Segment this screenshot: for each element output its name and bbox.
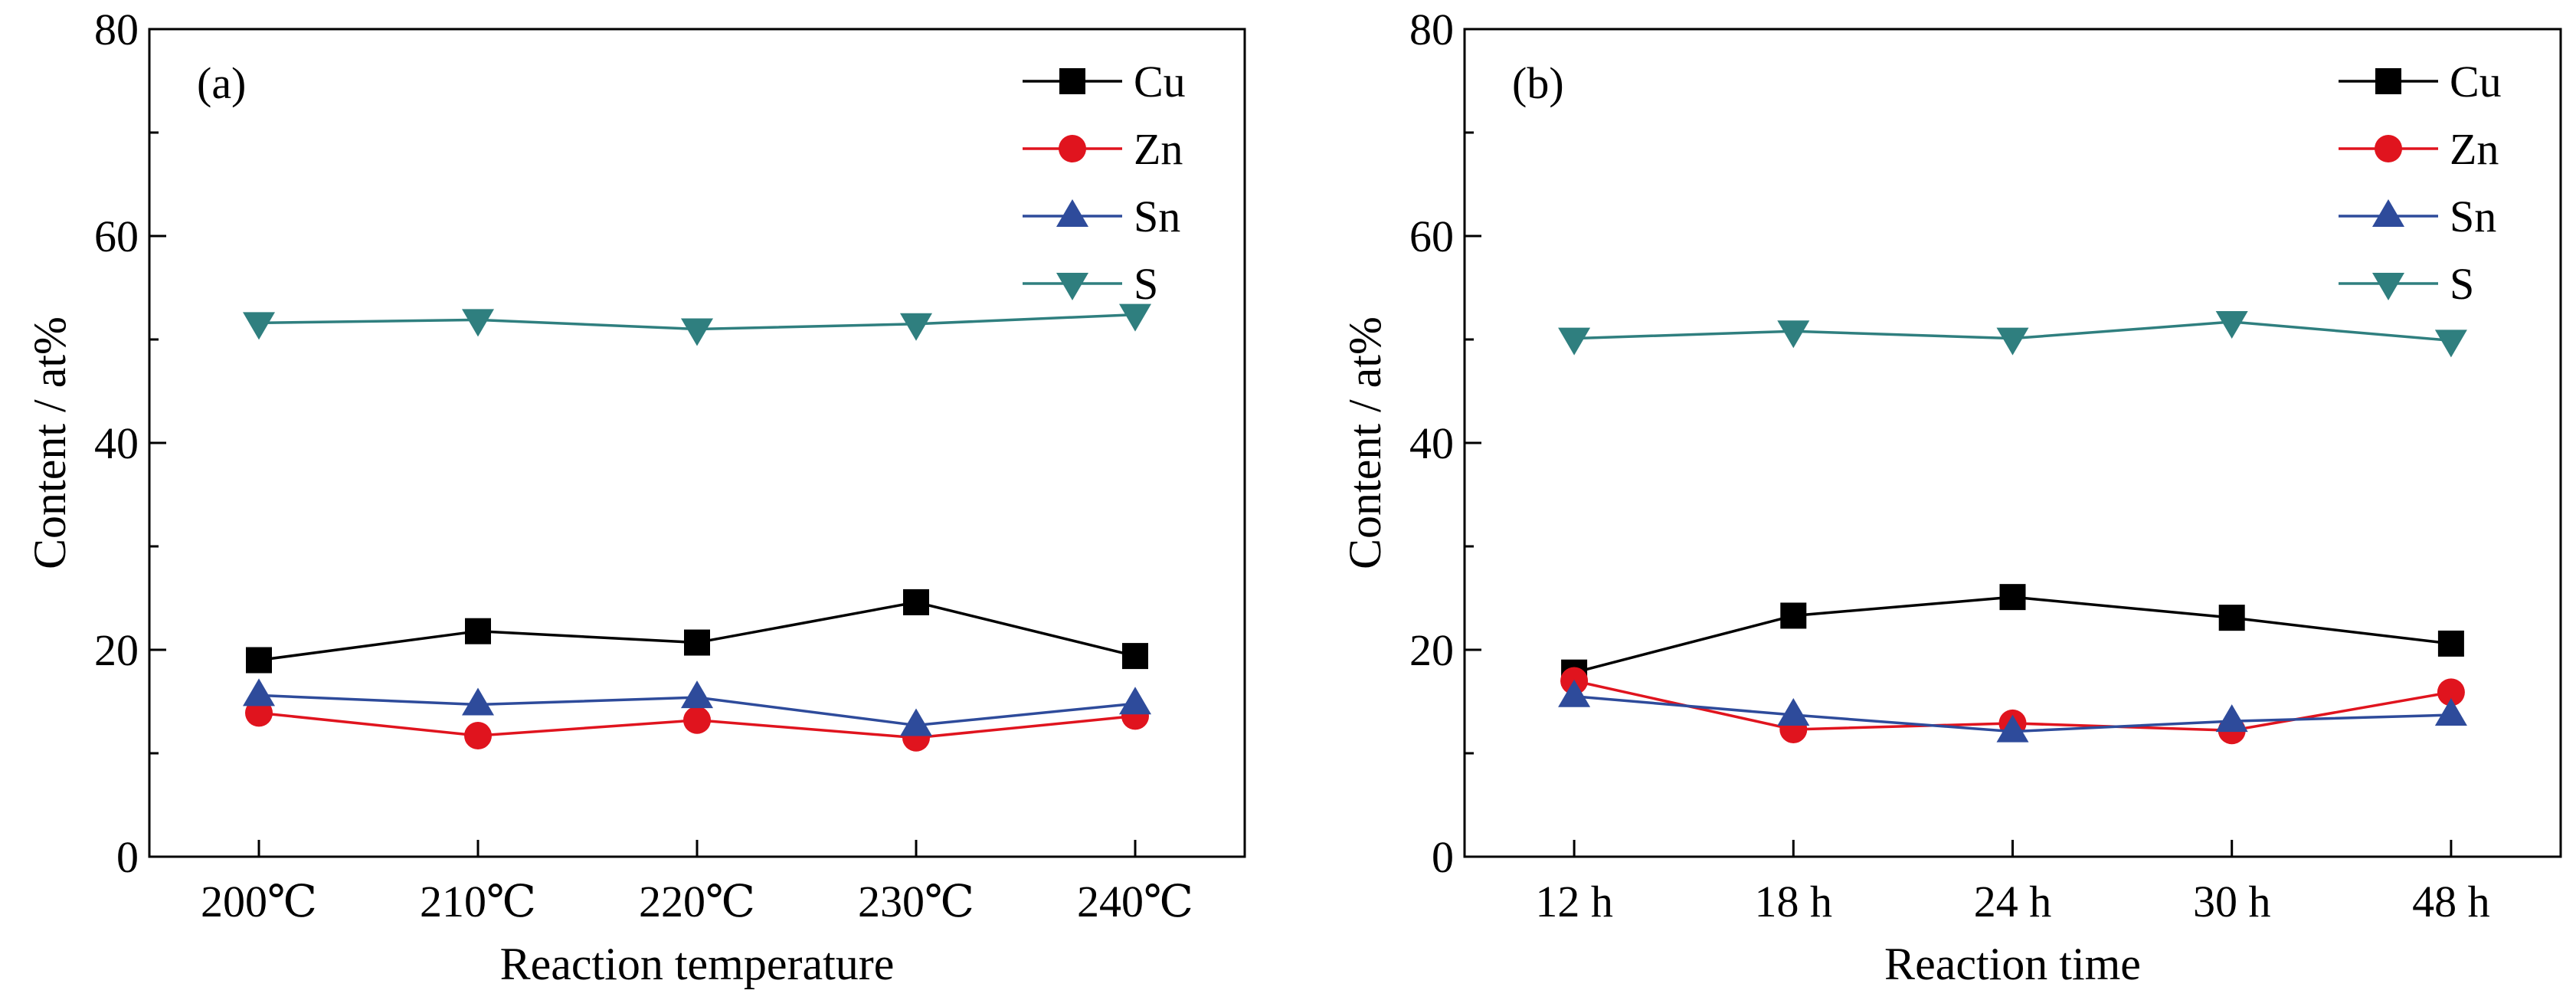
data-point-sn xyxy=(900,708,932,736)
data-point-cu xyxy=(246,647,272,674)
x-tick-label: 24 h xyxy=(1974,877,2052,926)
y-tick-label: 0 xyxy=(1432,832,1454,882)
y-axis-title: Content / at% xyxy=(25,316,75,569)
data-point-cu xyxy=(465,618,491,644)
legend-marker-zn xyxy=(1059,135,1086,162)
data-point-sn xyxy=(1996,714,2029,743)
x-axis-title: Reaction time xyxy=(1884,939,2141,989)
y-tick-label: 80 xyxy=(1409,5,1454,54)
data-point-sn xyxy=(1558,679,1591,707)
data-point-cu xyxy=(1122,643,1148,670)
x-tick-label: 210℃ xyxy=(420,877,536,926)
data-point-s xyxy=(1996,327,2029,356)
y-tick-label: 20 xyxy=(1409,625,1454,675)
legend-label-sn: Sn xyxy=(1134,192,1180,241)
data-point-zn xyxy=(464,722,492,750)
data-point-s xyxy=(243,312,275,340)
x-tick-label: 12 h xyxy=(1535,877,1613,926)
legend-marker-s xyxy=(1056,273,1088,300)
data-point-sn xyxy=(1119,687,1151,715)
y-tick-label: 80 xyxy=(94,5,139,54)
data-point-s xyxy=(2434,330,2467,358)
data-point-sn xyxy=(2434,698,2467,726)
y-tick-label: 60 xyxy=(94,211,139,261)
chart-panel-b: 0 20 40 60 80 12 h 18 h 24 h 30 h 48 h Reaction ti… xyxy=(1340,5,2562,989)
x-tick-label: 30 h xyxy=(2193,877,2271,926)
data-point-cu xyxy=(1999,584,2026,611)
legend-marker-cu xyxy=(2375,68,2401,94)
legend-marker-s xyxy=(2372,273,2404,300)
legend-label-s: S xyxy=(2450,259,2474,309)
data-point-s xyxy=(681,318,713,346)
data-point-sn xyxy=(2215,704,2248,733)
legend-marker-sn xyxy=(1056,199,1088,227)
y-tick-label: 40 xyxy=(94,418,139,468)
data-point-sn xyxy=(1777,698,1810,726)
data-point-cu xyxy=(1780,602,1807,629)
chart-panel-a: 0 20 40 60 80 200℃ 210℃ 220℃ 230℃ 240℃ Reaction te… xyxy=(25,5,1246,989)
y-tick-label: 0 xyxy=(116,832,139,882)
data-point-zn xyxy=(683,706,711,734)
panel-label: (a) xyxy=(197,58,246,108)
x-tick-label: 220℃ xyxy=(639,877,755,926)
x-tick-label: 18 h xyxy=(1755,877,1833,926)
legend-label-zn: Zn xyxy=(2450,124,2499,174)
y-tick-label: 40 xyxy=(1409,418,1454,468)
data-point-cu xyxy=(2437,630,2464,657)
x-tick-label: 200℃ xyxy=(201,877,317,926)
y-tick-label: 20 xyxy=(94,625,139,675)
data-point-cu xyxy=(2218,605,2245,631)
data-point-zn xyxy=(2437,678,2465,707)
data-point-s xyxy=(1119,303,1151,332)
legend-marker-cu xyxy=(1059,68,1085,94)
y-axis-title: Content / at% xyxy=(1340,316,1390,569)
panel-label: (b) xyxy=(1512,58,1564,108)
legend-label-s: S xyxy=(1134,259,1158,309)
data-point-s xyxy=(1558,327,1591,356)
data-point-s xyxy=(462,309,494,337)
data-point-s xyxy=(1777,320,1810,349)
data-point-cu xyxy=(903,589,929,615)
x-axis-title: Reaction temperature xyxy=(500,939,895,989)
x-tick-label: 48 h xyxy=(2412,877,2490,926)
data-point-sn xyxy=(462,687,494,716)
legend-label-cu: Cu xyxy=(1134,57,1186,107)
data-point-sn xyxy=(681,680,713,709)
x-tick-label: 240℃ xyxy=(1077,877,1193,926)
x-tick-label: 230℃ xyxy=(858,877,974,926)
legend-label-zn: Zn xyxy=(1134,124,1183,174)
legend-label-sn: Sn xyxy=(2450,192,2496,241)
data-point-s xyxy=(2215,311,2248,339)
legend-label-cu: Cu xyxy=(2450,57,2502,107)
legend-marker-zn xyxy=(2375,135,2402,162)
legend-marker-sn xyxy=(2372,199,2404,227)
data-point-s xyxy=(900,313,932,341)
data-point-sn xyxy=(243,678,275,707)
data-point-cu xyxy=(684,629,710,656)
y-tick-label: 60 xyxy=(1409,211,1454,261)
